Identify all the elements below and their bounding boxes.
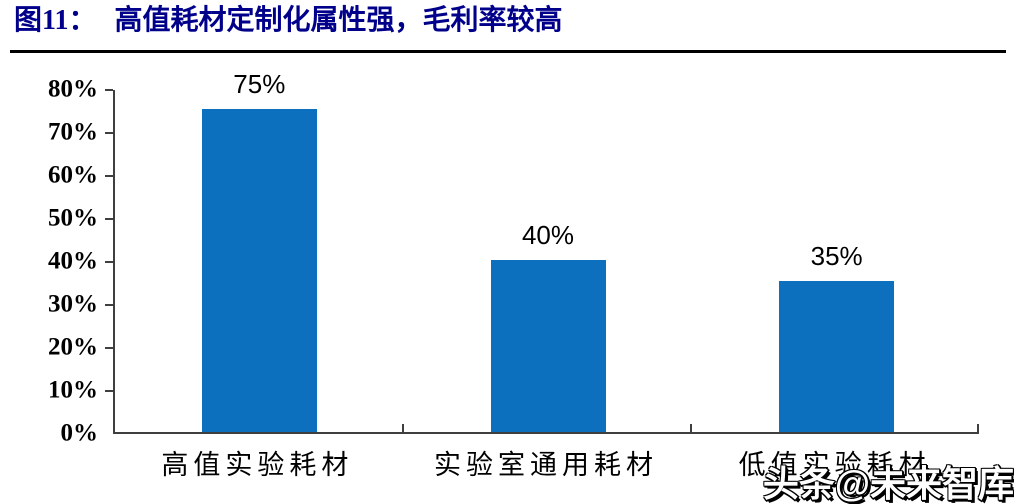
y-axis-labels: 80% 70% 60% 50% 40% 30% 20% 10% 0% [18,75,98,446]
watermark-text: 头条@未来智库 [762,463,1014,504]
y-tick-label: 80% [48,75,98,103]
bar-value-label: 40% [521,220,575,250]
bar-value-label: 35% [810,241,863,271]
x-category-label: 实验室通用耗材 [434,450,658,480]
figure-number: 图11： [14,5,97,36]
y-tick-mark [105,132,113,134]
y-tick-mark [105,390,113,392]
y-tick-mark [105,218,113,220]
plot-area: 75% 40% 35% [105,69,979,434]
y-tick-mark [105,347,113,349]
y-tick-label: 0% [60,419,99,447]
y-tick-label: 20% [48,333,98,361]
y-tick-label: 10% [48,376,98,404]
bar [490,260,606,432]
figure-title-text: 高值耗材定制化属性强，毛利率较高 [114,5,563,36]
y-tick-label: 30% [48,290,98,318]
x-tick-mark [690,424,692,432]
bar-value-label: 75% [233,69,286,99]
bar [201,109,317,432]
y-tick-label: 60% [48,161,98,189]
y-tick-mark [105,304,113,306]
title-divider [10,50,1006,53]
bar-group: 75% [201,69,317,432]
y-tick-label: 70% [48,118,98,146]
figure-title: 图11： 高值耗材定制化属性强，毛利率较高 [14,5,562,37]
y-tick-mark [105,175,113,177]
y-tick-mark [105,261,113,263]
x-category-label: 高值实验耗材 [161,450,354,480]
y-tick-mark [105,89,113,91]
bar-group: 40% [490,220,606,432]
x-tick-mark [401,424,404,432]
bar-group: 35% [779,241,895,432]
y-tick-label: 50% [48,204,98,232]
bar [779,281,895,432]
x-tick-mark [977,424,979,432]
y-tick-label: 40% [48,247,98,275]
x-category-label: 低值实验耗材 [738,450,931,480]
